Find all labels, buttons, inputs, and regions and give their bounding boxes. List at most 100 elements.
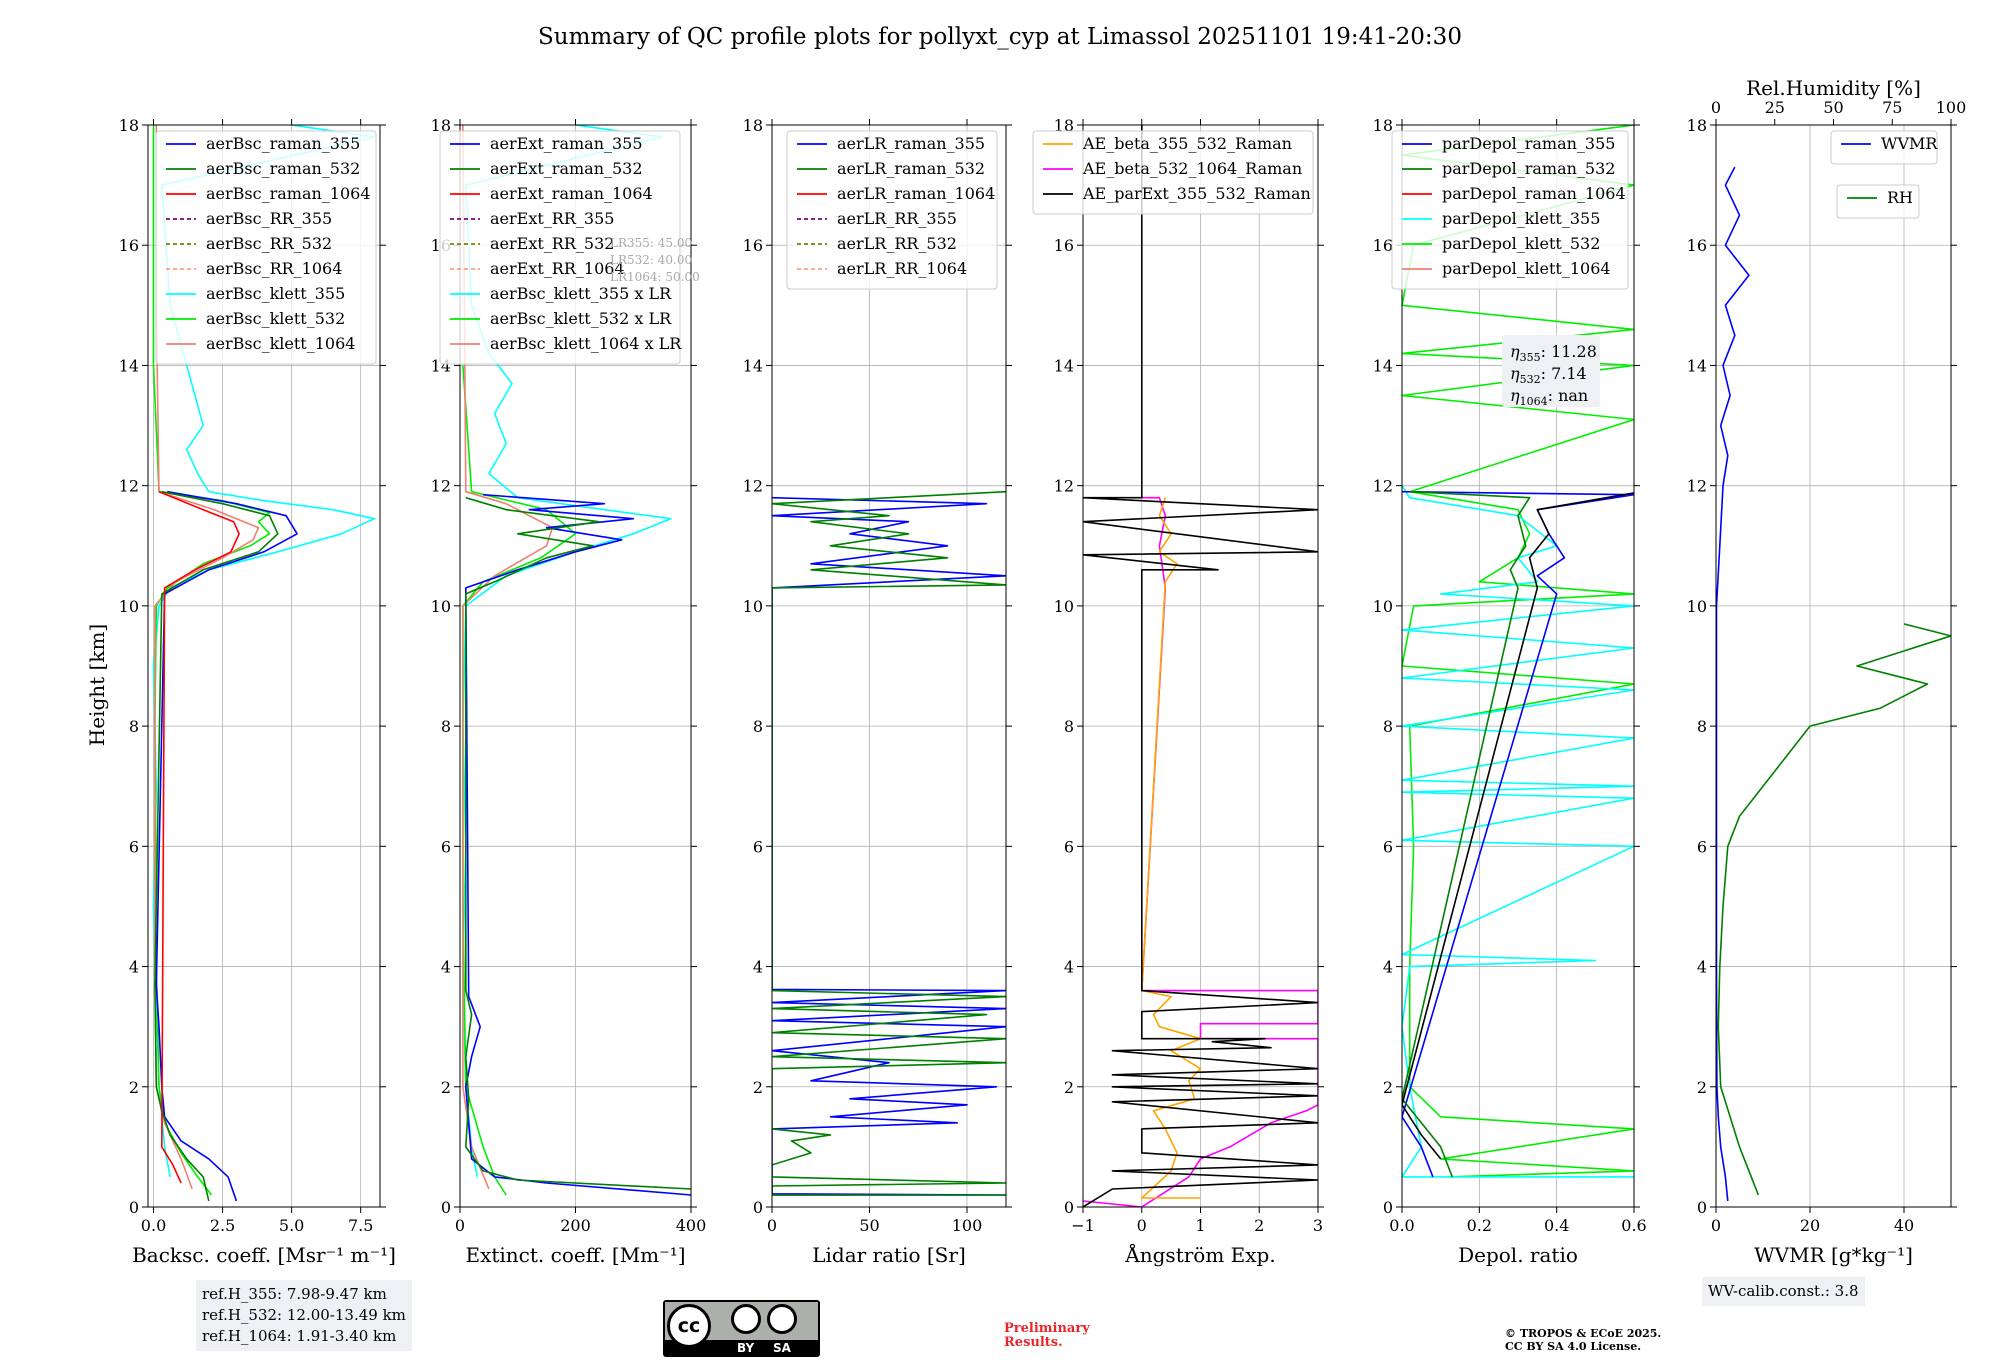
series-aerBsc_raman_355	[155, 490, 298, 1202]
wv-calibration-box: WV-calib.const.: 3.8	[1702, 1277, 1865, 1306]
legend-label: aerBsc_RR_355	[206, 209, 332, 228]
y-tick-label: 6	[129, 837, 139, 856]
legend-label: aerLR_RR_532	[837, 234, 957, 253]
series-AE_beta_355_532_Raman	[1141, 497, 1202, 1199]
copyright-notice: © TROPOS & ECoE 2025. CC BY SA 4.0 Licen…	[1505, 1327, 1661, 1353]
top-x-tick-label: 0	[1711, 98, 1721, 117]
legend-label: aerBsc_raman_1064	[206, 184, 371, 203]
y-tick-label: 8	[129, 717, 139, 736]
panel-bsc: 0.0 2.5 5.0 7.5 0 2 4 6 8 10 12 14 16 18 Backsc. coeff…	[119, 116, 396, 1267]
ref-height-532: ref.H_532: 12.00-13.49 km	[202, 1306, 406, 1324]
y-tick-label: 0	[1064, 1198, 1074, 1217]
legend-label: aerBsc_klett_1064	[206, 334, 355, 353]
lr-note: LR355: 45.00	[610, 236, 692, 250]
x-tick-label: 50	[859, 1216, 879, 1235]
legend-frame	[1032, 130, 1314, 215]
reference-height-box: ref.H_355: 7.98-9.47 km ref.H_532: 12.00…	[196, 1280, 412, 1351]
axes-frame	[1715, 124, 1952, 1208]
x-axis-label: Lidar ratio [Sr]	[812, 1243, 966, 1267]
y-tick-label: 2	[1697, 1078, 1707, 1097]
eta-line: η355: 11.28	[1510, 342, 1597, 364]
legend-label: RH	[1887, 188, 1913, 207]
legend: parDepol_raman_355 parDepol_raman_532 parD…	[1391, 130, 1629, 290]
legend-label: aerBsc_RR_1064	[206, 259, 342, 278]
series-AE_parExt_355_532_Raman	[1083, 125, 1318, 1207]
preliminary-notice: Preliminary Results.	[1004, 1322, 1090, 1350]
y-tick-label: 14	[743, 356, 763, 375]
legend-label: aerExt_raman_355	[490, 134, 643, 153]
series-aerBsc_klett_355	[152, 125, 376, 1178]
legend: WVMR	[1830, 130, 1938, 165]
x-tick-label: 5.0	[279, 1216, 304, 1235]
legend-label: parDepol_raman_532	[1442, 159, 1615, 178]
legend-label: AE_beta_355_532_Raman	[1082, 134, 1292, 153]
y-tick-label: 14	[1054, 356, 1074, 375]
eta-line: η532: 7.14	[1510, 364, 1587, 386]
x-tick-label: 200	[560, 1216, 591, 1235]
y-axis-label: Height [km]	[85, 624, 109, 746]
series-parDepol_raman_1064	[1402, 492, 1634, 1160]
legend-label: aerBsc_klett_532	[206, 309, 345, 328]
y-tick-label: 12	[1687, 477, 1707, 496]
lr-note: LR1064: 50.00	[610, 270, 700, 284]
series-parDepol_klett_532	[1402, 125, 1634, 1178]
series-parDepol_raman_355	[1402, 490, 1634, 1178]
legend-frame	[1836, 184, 1920, 219]
y-tick-label: 10	[119, 597, 139, 616]
y-tick-label: 16	[1373, 236, 1393, 255]
y-tick-label: 18	[119, 116, 139, 135]
y-tick-label: 12	[431, 477, 451, 496]
cc-license-badge: cc BY SA	[663, 1300, 820, 1357]
axes-frame	[771, 124, 1007, 1208]
x-tick-label: 20	[1800, 1216, 1820, 1235]
legend: aerLR_raman_355 aerLR_raman_532 aerLR_rama…	[786, 130, 998, 290]
y-tick-label: 10	[1373, 597, 1393, 616]
series-WVMR	[1716, 166, 1750, 1202]
y-tick-label: 12	[1054, 477, 1074, 496]
y-tick-label: 0	[1697, 1198, 1707, 1217]
y-tick-label: 6	[1064, 837, 1074, 856]
y-tick-label: 6	[1697, 837, 1707, 856]
x-axis-label: Backsc. coeff. [Msr⁻¹ m⁻¹]	[132, 1243, 396, 1267]
x-tick-label: 7.5	[348, 1216, 373, 1235]
top-x-tick-label: 25	[1765, 98, 1785, 117]
y-tick-label: 6	[753, 837, 763, 856]
y-tick-label: 10	[1054, 597, 1074, 616]
legend: aerBsc_raman_355 aerBsc_raman_532 aerBsc_r…	[155, 130, 377, 365]
x-tick-label: 2	[1254, 1216, 1264, 1235]
y-tick-label: 0	[441, 1198, 451, 1217]
ref-height-355: ref.H_355: 7.98-9.47 km	[202, 1285, 387, 1303]
eta-box	[1502, 335, 1600, 407]
x-tick-label: 400	[676, 1216, 707, 1235]
axes-frame	[1401, 124, 1635, 1208]
legend-label: aerBsc_klett_355	[206, 284, 345, 303]
y-tick-label: 2	[441, 1078, 451, 1097]
y-tick-label: 16	[1054, 236, 1074, 255]
y-tick-label: 18	[1373, 116, 1393, 135]
top-x-tick-label: 100	[1936, 98, 1967, 117]
y-tick-label: 2	[1383, 1078, 1393, 1097]
series-aerExt_raman_355	[464, 493, 691, 1196]
y-tick-label: 0	[753, 1198, 763, 1217]
axes-frame	[147, 124, 381, 1208]
y-tick-label: 8	[1697, 717, 1707, 736]
x-tick-label: 0.2	[1467, 1216, 1492, 1235]
series-group	[1402, 125, 1634, 1178]
panel-lr: 0 50 100 0 2 4 6 8 10 12 14 16 18 Lidar ratio [Sr] aer…	[743, 116, 1012, 1267]
y-tick-label: 4	[441, 958, 451, 977]
legend-label: aerExt_RR_1064	[490, 259, 625, 278]
x-axis-label: Depol. ratio	[1458, 1243, 1578, 1267]
legend-label: aerBsc_klett_532 x LR	[490, 309, 672, 328]
y-tick-label: 2	[129, 1078, 139, 1097]
figure-title: Summary of QC profile plots for pollyxt_…	[538, 24, 1462, 50]
series-group	[152, 125, 376, 1202]
y-tick-label: 10	[431, 597, 451, 616]
series-aerLR_raman_532	[772, 490, 1006, 1196]
y-tick-label: 2	[1064, 1078, 1074, 1097]
y-tick-label: 2	[753, 1078, 763, 1097]
top-x-tick-label: 75	[1882, 98, 1902, 117]
legend-frame	[1830, 130, 1938, 165]
x-tick-label: 0	[767, 1216, 777, 1235]
